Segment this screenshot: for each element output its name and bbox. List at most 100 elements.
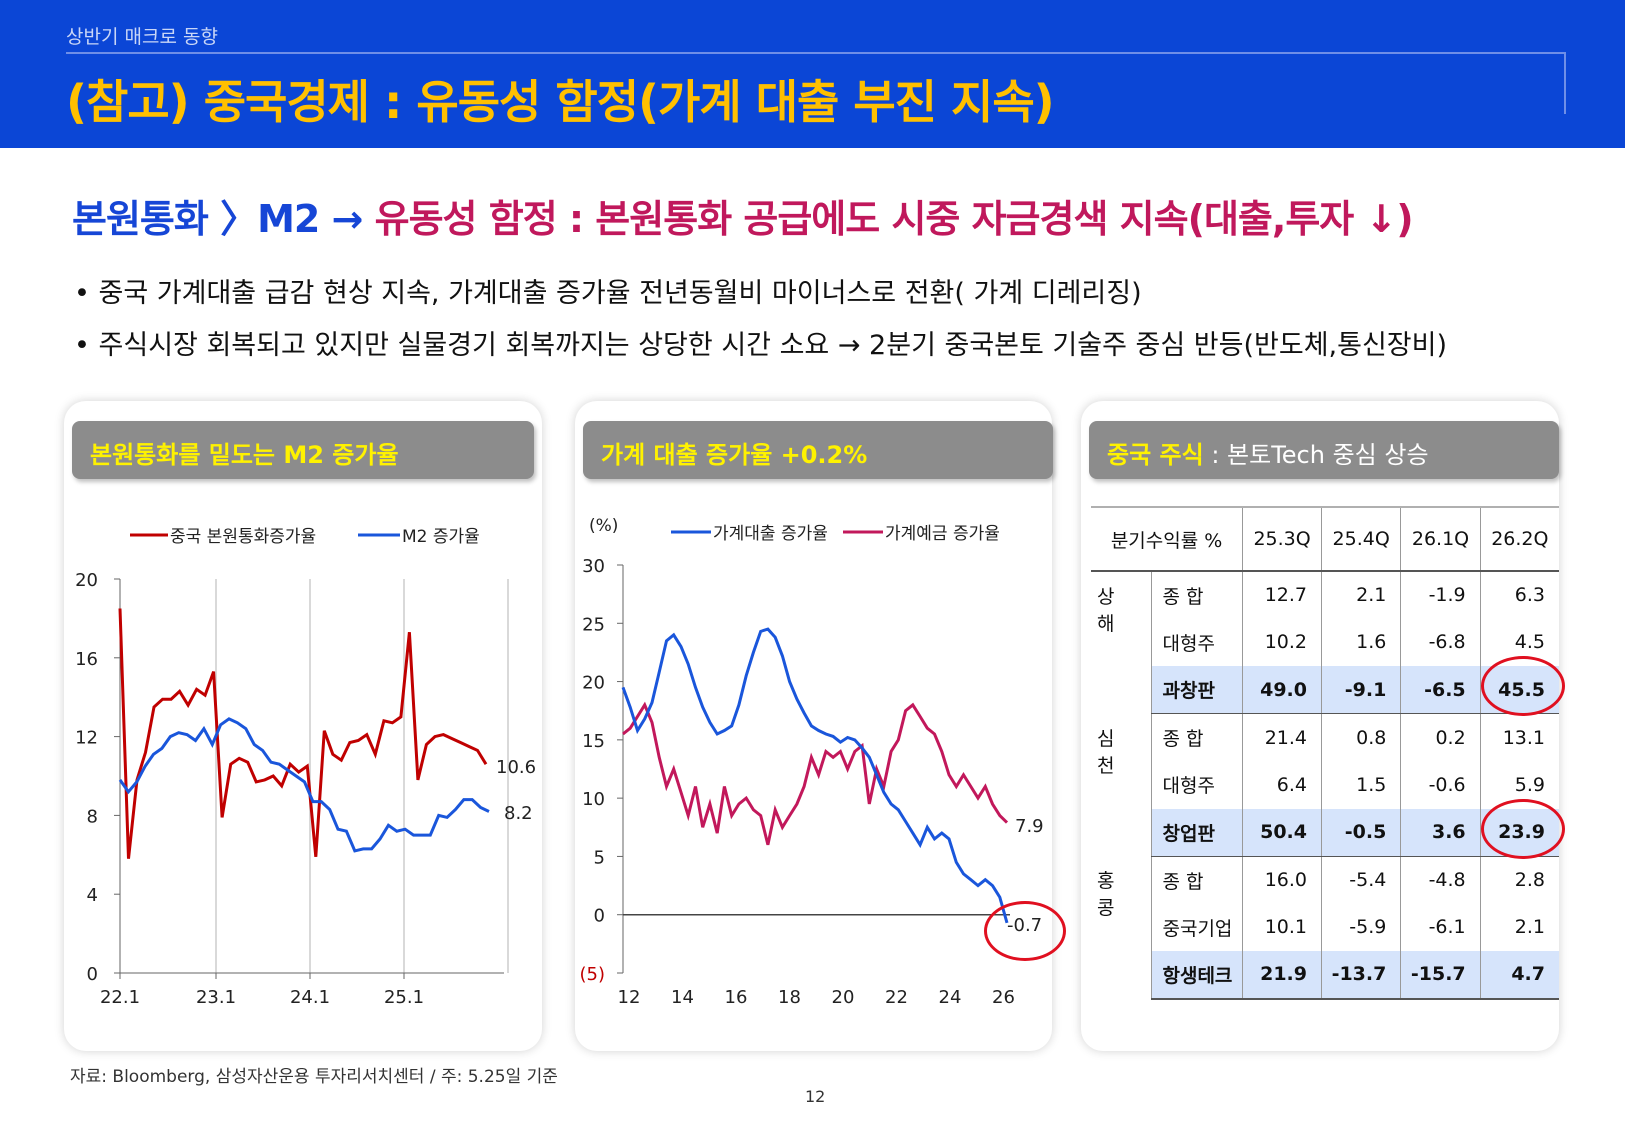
table-cell: -6.1 [1400,903,1481,951]
y-tick-label: 0 [594,906,605,927]
y-tick-label: 5 [594,847,605,868]
legend-label: M2 증가율 [402,527,480,547]
table-row-name: 대형주 [1151,761,1243,809]
table-row: 항생테크 21.9 -13.7 -15.7 4.7 [1091,951,1559,1000]
y-tick-label: 8 [87,806,98,827]
table-cell: 13.1 [1479,713,1559,761]
y-tick-label: 12 [75,728,98,749]
table-group-label: 상 해 [1097,586,1123,635]
y-unit-label: (%) [589,516,618,536]
table-header-col: 26.1Q [1400,506,1481,572]
table-cell: 10.1 [1242,903,1322,951]
page-title: (참고) 중국경제 : 유동성 함정(가계 대출 부진 지속) [66,75,1055,129]
table-cell: 4.7 [1479,951,1559,1000]
table-header-col: 26.2Q [1479,506,1559,572]
legend-label: 가계대출 증가율 [713,524,828,544]
x-tick-label: 16 [725,987,748,1008]
table-cell: -4.8 [1400,856,1481,904]
table-cell: 16.0 [1242,856,1322,904]
highlight-circle [984,901,1066,961]
table-cell: -9.1 [1320,666,1401,714]
y-tick-label: 4 [87,885,98,906]
table-cell: 0.8 [1320,713,1401,761]
x-tick-label: 22.1 [100,987,140,1008]
chart-household-loan: (5) 0 5 10 15 20 25 30 (%) 12 14 16 18 20 22 24 26 가계대출 증… [580,516,1044,1008]
table-cell: -5.9 [1320,903,1401,951]
legend-label: 중국 본원통화증가율 [170,527,316,547]
data-label: 8.2 [504,803,533,824]
x-tick-label: 18 [778,987,801,1008]
table-cell: 3.6 [1400,808,1481,857]
y-tick-label: 20 [582,673,605,694]
series-line-m2 [118,717,490,853]
header-divider [66,52,1566,54]
table-row-name: 창업판 [1151,808,1243,857]
table-cell: 2.1 [1320,571,1401,619]
y-tick-label: 10 [582,789,605,810]
header-subtitle: 상반기 매크로 동향 [66,26,218,48]
headline-part-1: 본원통화 〉M2 → [72,197,375,241]
panel-stocks-title: 중국 주식 : 본토Tech 중심 상승 [1089,421,1559,479]
table-cell: 49.0 [1242,666,1322,714]
x-tick-label: 26 [992,987,1015,1008]
table-cell: -6.5 [1400,666,1481,714]
x-tick-label: 20 [832,987,855,1008]
series-line-deposit [622,701,1009,846]
table-cell: -13.7 [1320,951,1401,1000]
table-header-col: 25.4Q [1320,506,1401,572]
table-cell: -0.6 [1400,761,1481,809]
page-number: 12 [805,1087,826,1106]
table-row: 심 천 종 합 21.4 0.8 0.2 13.1 [1091,713,1559,777]
table-cell: 50.4 [1242,808,1322,857]
y-tick-label: 20 [75,570,98,591]
table-row-name: 과창판 [1151,666,1243,714]
table-cell: 4.5 [1479,618,1559,666]
header-divider-end [1564,52,1566,114]
x-tick-label: 24 [939,987,962,1008]
x-tick-label: 14 [671,987,694,1008]
table-row-name: 중국기업 [1151,903,1243,951]
table-cell: 2.1 [1479,903,1559,951]
x-tick-label: 25.1 [384,987,424,1008]
highlight-circle [1481,656,1565,716]
table-group-label: 심 천 [1097,727,1123,777]
table-row-name: 종 합 [1151,713,1243,761]
table-cell: -6.8 [1400,618,1481,666]
table-row: 대형주 10.2 1.6 -6.8 4.5 [1091,618,1559,666]
source-note: 자료: Bloomberg, 삼성자산운용 투자리서치센터 / 주: 5.25일… [70,1067,558,1087]
table-cell: 21.4 [1242,713,1322,761]
table-cell: 6.4 [1242,761,1322,809]
panel-household-loan: 가계 대출 증가율 +0.2% (5) 0 5 10 15 20 25 30 (%) 12 14 16… [575,401,1066,1051]
table-row: 중국기업 10.1 -5.9 -6.1 2.1 [1091,903,1559,951]
legend-label: 가계예금 증가율 [885,524,1000,544]
panel-stocks-title-highlight: 중국 주식 [1107,441,1204,469]
y-tick-label: 30 [582,556,605,577]
x-tick-label: 24.1 [290,987,330,1008]
y-tick-label: 25 [582,614,605,635]
table-cell: -1.9 [1400,571,1481,619]
table-header-label: 분기수익률 % [1091,506,1243,572]
table-cell: -5.4 [1320,856,1401,904]
panel-china-stocks: 중국 주식 : 본토Tech 중심 상승 분기수익률 % 25.3Q 25.4Q… [1081,401,1565,1051]
panel-stocks-title-rest: : 본토Tech 중심 상승 [1203,441,1429,469]
table-cell: 0.2 [1400,713,1481,761]
series-line-loan [621,627,1009,924]
table-row: 대형주 6.4 1.5 -0.6 5.9 [1091,761,1559,809]
bullet-item-1: • 중국 가계대출 급감 현상 지속, 가계대출 증가율 전년동월비 마이너스로… [74,278,1142,309]
table-group-label: 홍 콩 [1097,870,1123,919]
table-cell: -15.7 [1400,951,1481,1000]
x-tick-label: 12 [618,987,641,1008]
panel-m2-title: 본원통화를 밑도는 M2 증가율 [72,421,534,479]
highlight-circle [1481,799,1565,859]
y-tick-label: 16 [75,649,98,670]
bullet-item-2: • 주식시장 회복되고 있지만 실물경기 회복까지는 상당한 시간 소요 → 2… [74,330,1448,361]
table-cell: -0.5 [1320,808,1401,857]
series-line-base [118,608,488,859]
table-cell: 12.7 [1242,571,1322,619]
data-label: 7.9 [1015,816,1044,837]
panel-loan-title: 가계 대출 증가율 +0.2% [583,421,1053,479]
table-cell: 1.5 [1320,761,1401,809]
table-cell: 10.2 [1242,618,1322,666]
table-cell: 21.9 [1242,951,1322,1000]
